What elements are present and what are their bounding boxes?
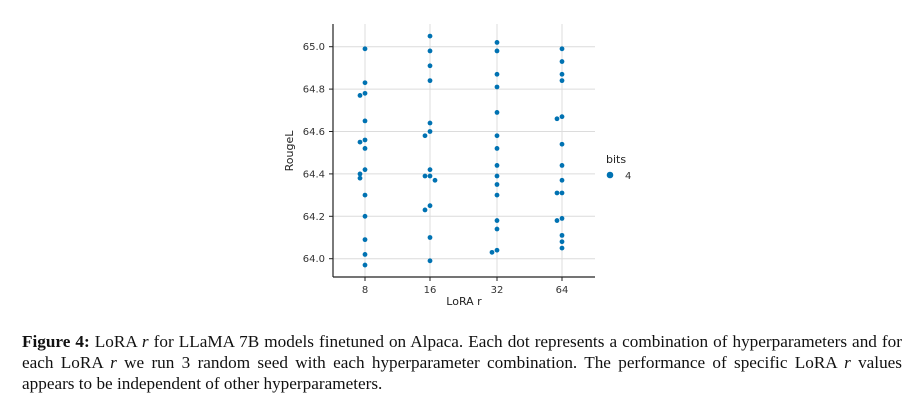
data-point: [362, 192, 368, 198]
data-point: [427, 63, 433, 69]
data-point: [559, 239, 565, 245]
data-point: [559, 114, 565, 120]
scatter-chart: 64.0 64.2 64.4 64.6 64.8 65.0 8 16 32 64 LoRA r R…: [283, 24, 631, 308]
data-point: [362, 90, 368, 96]
y-tick-label: 64.0: [303, 254, 325, 265]
caption-var: r: [844, 353, 851, 372]
data-point: [427, 33, 433, 39]
data-point: [362, 46, 368, 52]
data-point: [559, 216, 565, 221]
data-point: [559, 163, 565, 168]
data-point: [422, 173, 428, 179]
legend: bits 4: [606, 153, 631, 182]
data-point: [494, 192, 500, 198]
data-point: [489, 249, 495, 255]
data-point: [494, 110, 500, 115]
legend-marker: [606, 171, 614, 179]
data-point: [494, 40, 500, 45]
y-tick-label: 64.8: [303, 85, 325, 96]
caption-text: LoRA: [89, 332, 142, 351]
data-point: [494, 71, 500, 77]
legend-entry: 4: [625, 171, 631, 182]
data-point: [494, 218, 500, 223]
data-point: [559, 46, 565, 52]
caption-text: we run 3 random seed with each hyperpara…: [116, 353, 845, 372]
data-point: [362, 80, 368, 86]
figure-caption: Figure 4: LoRA r for LLaMA 7B models fin…: [22, 331, 902, 394]
data-point: [554, 218, 560, 223]
data-point: [427, 235, 433, 240]
data-point: [362, 213, 368, 219]
data-point: [559, 190, 565, 196]
data-point: [362, 146, 368, 151]
data-point: [427, 173, 433, 179]
data-point: [427, 203, 433, 209]
data-point: [494, 84, 500, 90]
data-point: [432, 177, 438, 183]
caption-text: values appears to be independent of othe…: [22, 353, 902, 393]
data-point: [554, 190, 560, 196]
data-point: [559, 78, 565, 84]
data-point: [559, 232, 565, 238]
caption-var: r: [110, 353, 117, 372]
data-point: [357, 171, 363, 177]
caption-var: r: [141, 332, 149, 351]
data-point: [362, 137, 368, 143]
y-tick-label: 65.0: [303, 42, 325, 53]
data-point: [362, 167, 368, 173]
x-tick-label: 64: [556, 285, 569, 296]
y-tick-label: 64.2: [303, 212, 325, 223]
data-point: [494, 247, 500, 253]
data-point: [427, 48, 433, 54]
data-point: [559, 141, 565, 147]
y-tick-label: 64.4: [303, 169, 325, 180]
data-point: [362, 118, 368, 124]
data-point: [362, 252, 368, 257]
data-point: [427, 258, 433, 264]
x-tick-label: 16: [424, 285, 437, 296]
data-point: [494, 133, 500, 139]
data-point: [357, 175, 363, 181]
x-tick-label: 8: [362, 285, 368, 296]
data-point: [494, 226, 500, 232]
data-point: [362, 262, 368, 268]
data-point: [494, 163, 500, 168]
data-point: [554, 116, 560, 122]
data-point: [427, 120, 433, 126]
data-point: [427, 78, 433, 84]
data-point: [357, 93, 363, 98]
data-point: [559, 245, 565, 251]
data-point: [422, 133, 428, 139]
data-point: [494, 173, 500, 179]
data-point: [427, 167, 433, 173]
data-point: [559, 59, 565, 64]
caption-text: for LLaMA 7B models finetuned on Alpaca.…: [22, 332, 902, 372]
data-point: [494, 48, 500, 54]
caption-label: Figure 4:: [22, 332, 90, 351]
y-axis-label: RougeL: [283, 130, 296, 172]
data-point: [494, 182, 500, 187]
data-point: [422, 207, 428, 213]
x-tick-label: 32: [491, 285, 504, 296]
data-point: [357, 139, 363, 145]
data-point: [559, 177, 565, 183]
data-point: [559, 71, 565, 77]
data-point: [427, 129, 433, 134]
data-point: [362, 237, 368, 243]
y-tick-label: 64.6: [303, 127, 325, 138]
x-axis-label: LoRA r: [446, 295, 482, 308]
data-point: [494, 146, 500, 151]
legend-title: bits: [606, 153, 626, 166]
